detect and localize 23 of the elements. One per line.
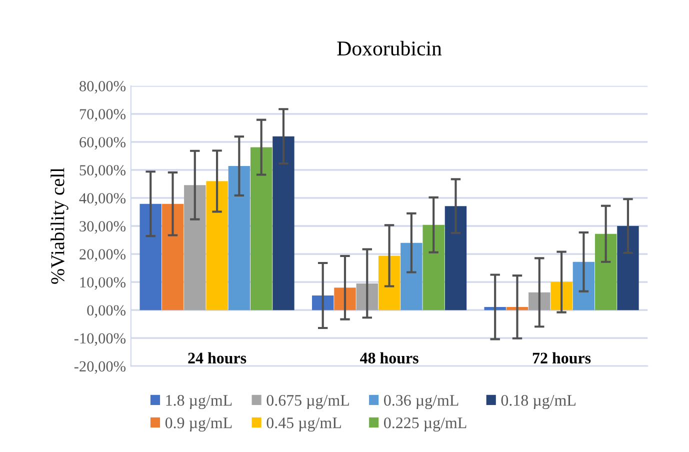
- y-tick-label: 80,00%: [80, 81, 126, 94]
- y-tick-label: 70,00%: [80, 109, 126, 122]
- y-tick-label: 30,00%: [80, 221, 126, 234]
- chart-title: Doxorubicin: [337, 40, 442, 56]
- legend-label: 1.8 µg/mL: [166, 394, 232, 410]
- y-tick-label: 50,00%: [80, 165, 126, 178]
- y-tick-label: 10,00%: [80, 277, 126, 290]
- y-tick-label: 40,00%: [79, 193, 126, 206]
- y-tick-label: 0,00%: [87, 305, 126, 318]
- y-tick-label: -10,00%: [74, 333, 126, 346]
- legend-label: 0.36 µg/mL: [384, 394, 458, 410]
- legend-label: 0.18 µg/mL: [501, 394, 576, 410]
- y-tick-label: -20,00%: [74, 361, 126, 374]
- y-axis-title: %Viability cell: [50, 168, 68, 284]
- legend-label: 0.45 µg/mL: [266, 417, 341, 432]
- x-tick-label: 48 hours: [360, 352, 418, 364]
- y-tick-label: 60,00%: [80, 137, 126, 150]
- x-tick-label: 24 hours: [188, 352, 246, 364]
- y-tick-label: 20,00%: [80, 249, 126, 262]
- legend-label: 0.9 µg/mL: [165, 417, 232, 432]
- legend-label: 0.675 µg/mL: [266, 394, 349, 410]
- legend-label: 0.225 µg/mL: [384, 417, 466, 432]
- x-tick-label: 72 hours: [532, 352, 591, 364]
